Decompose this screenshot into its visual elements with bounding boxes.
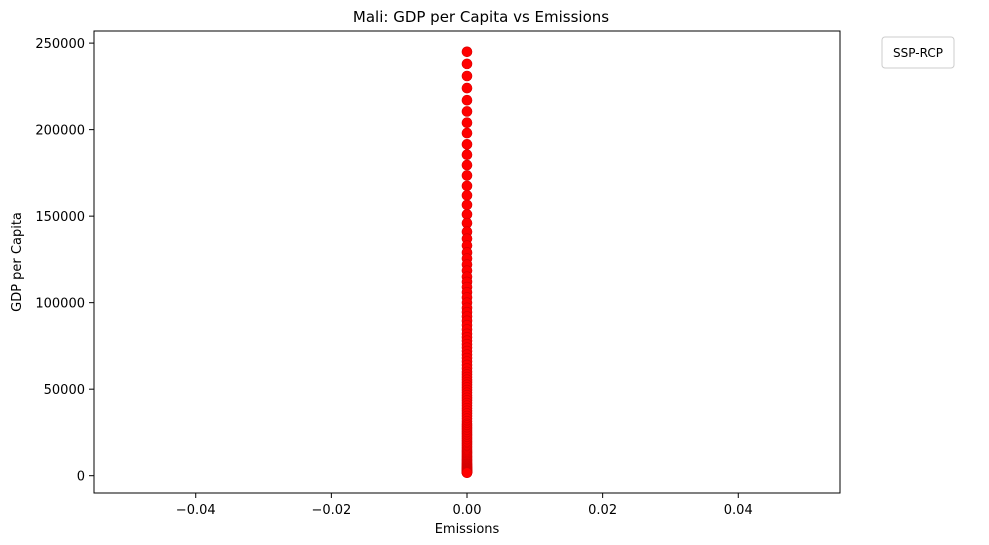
x-tick-label: −0.04 bbox=[176, 503, 216, 518]
data-point bbox=[461, 106, 473, 117]
y-tick-label: 50000 bbox=[44, 383, 85, 398]
axis-ticks: −0.04 −0.02 0.00 0.02 0.04 0 50000 100000 150000… bbox=[35, 37, 752, 518]
legend-box bbox=[881, 36, 955, 69]
x-axis-label: Emissions bbox=[435, 522, 500, 537]
data-point bbox=[461, 180, 473, 192]
data-point bbox=[461, 190, 473, 201]
y-axis-label: GDP per Capita bbox=[10, 212, 25, 312]
y-tick-label: 0 bbox=[77, 470, 85, 485]
data-point bbox=[461, 94, 473, 106]
y-tick-label: 100000 bbox=[35, 297, 85, 312]
x-tick-label: 0.04 bbox=[724, 503, 753, 518]
plot-frame bbox=[93, 30, 841, 494]
data-points bbox=[461, 46, 473, 479]
y-tick-label: 250000 bbox=[35, 37, 85, 52]
y-tick-label: 200000 bbox=[35, 124, 85, 139]
data-point bbox=[461, 199, 473, 211]
data-point bbox=[461, 159, 473, 171]
data-point bbox=[461, 46, 473, 58]
data-point bbox=[461, 117, 473, 129]
x-tick-label: 0.00 bbox=[453, 503, 482, 518]
chart-title: Mali: GDP per Capita vs Emissions bbox=[353, 8, 609, 26]
legend-title: SSP-RCP bbox=[893, 46, 943, 60]
legend: SSP-RCP bbox=[881, 36, 955, 69]
x-tick-label: −0.02 bbox=[311, 503, 351, 518]
data-point bbox=[461, 170, 473, 181]
data-point bbox=[461, 70, 473, 82]
y-tick-label: 150000 bbox=[35, 210, 85, 225]
data-point bbox=[461, 82, 473, 94]
data-point bbox=[461, 127, 473, 139]
data-point bbox=[461, 467, 473, 479]
data-point bbox=[461, 149, 473, 161]
data-point bbox=[461, 139, 473, 150]
x-tick-label: 0.02 bbox=[588, 503, 617, 518]
data-point bbox=[461, 58, 473, 70]
